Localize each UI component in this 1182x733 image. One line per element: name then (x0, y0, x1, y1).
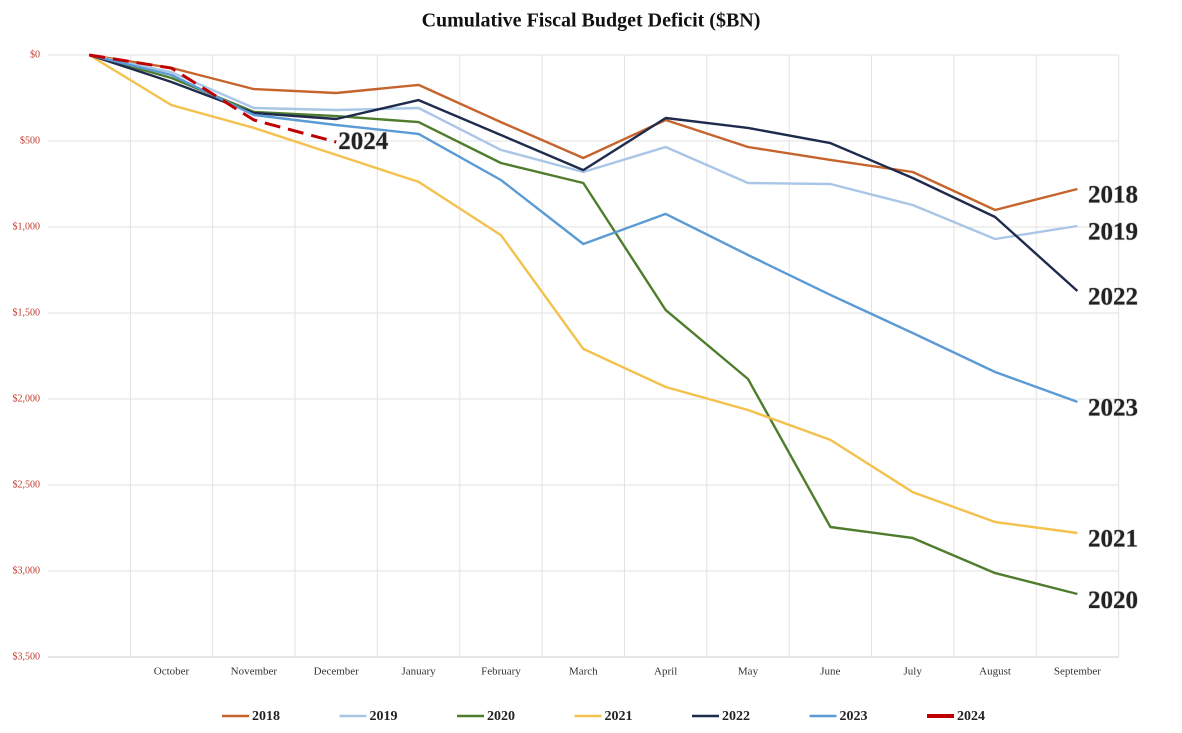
y-tick-label: $3,000 (13, 565, 41, 576)
x-tick-label: June (820, 666, 840, 678)
y-tick-label: $1,000 (13, 221, 41, 232)
x-tick-label: September (1054, 666, 1101, 678)
y-tick-label: $2,500 (13, 479, 41, 490)
x-tick-label: August (979, 666, 1011, 678)
x-tick-label: March (569, 666, 598, 678)
series-line (88, 53, 1078, 535)
legend-label: 2018 (252, 709, 280, 724)
x-tick-label: July (904, 666, 923, 678)
y-tick-label: $1,500 (13, 307, 41, 318)
series-end-label: 2022 (1088, 284, 1138, 311)
x-tick-label: February (481, 666, 521, 678)
legend-label: 2024 (957, 709, 985, 724)
series-end-label: 2021 (1088, 526, 1138, 553)
x-tick-label: December (314, 666, 360, 678)
series-line (88, 53, 1079, 292)
series-end-label: 2018 (1088, 182, 1138, 209)
legend-label: 2019 (370, 709, 398, 724)
y-tick-label: $500 (20, 135, 40, 146)
chart-title: Cumulative Fiscal Budget Deficit ($BN) (422, 10, 761, 32)
series-line (89, 53, 1078, 212)
y-tick-label: $0 (30, 49, 40, 60)
y-tick-label: $2,000 (13, 393, 41, 404)
series-end-label: 2024 (338, 128, 389, 155)
series-end-label: 2019 (1088, 219, 1138, 246)
series-line (88, 53, 1078, 241)
series-end-label: 2023 (1088, 395, 1138, 422)
x-tick-label: April (654, 666, 677, 678)
x-tick-label: November (231, 666, 278, 678)
x-tick-label: May (738, 666, 759, 678)
series-line (88, 53, 337, 144)
series-end-label: 2020 (1088, 587, 1138, 614)
legend-label: 2021 (605, 709, 633, 724)
x-tick-label: January (401, 666, 436, 678)
y-tick-label: $3,500 (13, 651, 41, 662)
x-tick-label: October (154, 666, 190, 678)
legend-label: 2020 (487, 709, 515, 724)
legend-label: 2022 (722, 709, 750, 724)
series-line (88, 53, 1078, 596)
series-line (88, 53, 1078, 404)
legend-label: 2023 (840, 709, 868, 724)
